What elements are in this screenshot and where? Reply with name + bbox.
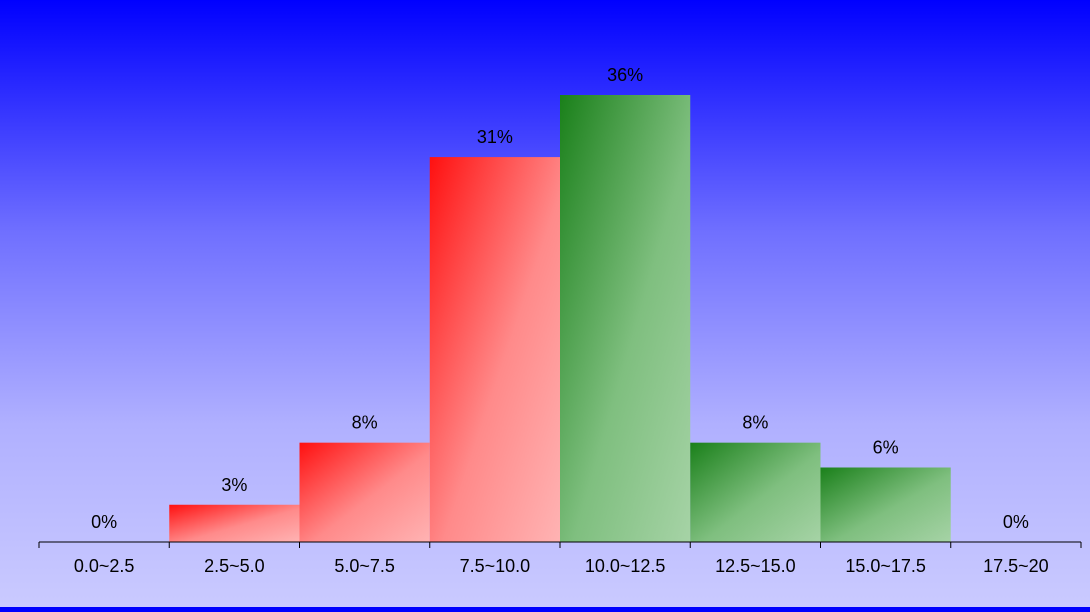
tick-label-17.5~20: 17.5~20 (983, 556, 1049, 576)
bar-12.5~15.0 (690, 442, 821, 542)
tick-label-12.5~15.0: 12.5~15.0 (715, 556, 796, 576)
bar-7.5~10.0 (429, 157, 560, 542)
tick-label-10.0~12.5: 10.0~12.5 (585, 556, 666, 576)
tick-label-5.0~7.5: 5.0~7.5 (334, 556, 395, 576)
tick-label-15.0~17.5: 15.0~17.5 (845, 556, 926, 576)
value-label-17.5~20: 0% (1003, 512, 1029, 532)
value-label-2.5~5.0: 3% (221, 475, 247, 495)
value-labels-layer: 0% 3% 8% 31% 36% 8% 6% 0% (91, 65, 1029, 532)
bar-10.0~12.5 (560, 95, 691, 542)
value-label-5.0~7.5: 8% (352, 413, 378, 433)
bar-5.0~7.5 (299, 442, 430, 542)
value-label-0.0~2.5: 0% (91, 512, 117, 532)
tick-label-7.5~10.0: 7.5~10.0 (460, 556, 531, 576)
x-axis: 0.0~2.5 2.5~5.0 5.0~7.5 7.5~10.0 10.0~12.5 12… (38, 541, 1082, 576)
bar-2.5~5.0 (169, 504, 300, 542)
tick-label-2.5~5.0: 2.5~5.0 (204, 556, 265, 576)
value-label-12.5~15.0: 8% (742, 413, 768, 433)
value-label-15.0~17.5: 6% (873, 438, 899, 458)
value-label-7.5~10.0: 31% (477, 127, 513, 147)
tick-label-0.0~2.5: 0.0~2.5 (74, 556, 135, 576)
bars-layer (169, 95, 951, 542)
value-label-10.0~12.5: 36% (607, 65, 643, 85)
bar-15.0~17.5 (820, 467, 951, 542)
